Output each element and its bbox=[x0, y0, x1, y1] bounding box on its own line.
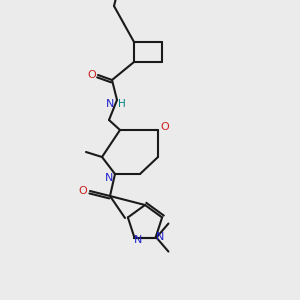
Text: N: N bbox=[155, 232, 164, 242]
Text: H: H bbox=[118, 99, 126, 109]
Text: O: O bbox=[79, 186, 87, 196]
Text: N: N bbox=[106, 99, 114, 109]
Text: N: N bbox=[134, 235, 142, 244]
Text: N: N bbox=[105, 173, 113, 183]
Text: O: O bbox=[88, 70, 96, 80]
Text: O: O bbox=[160, 122, 169, 132]
